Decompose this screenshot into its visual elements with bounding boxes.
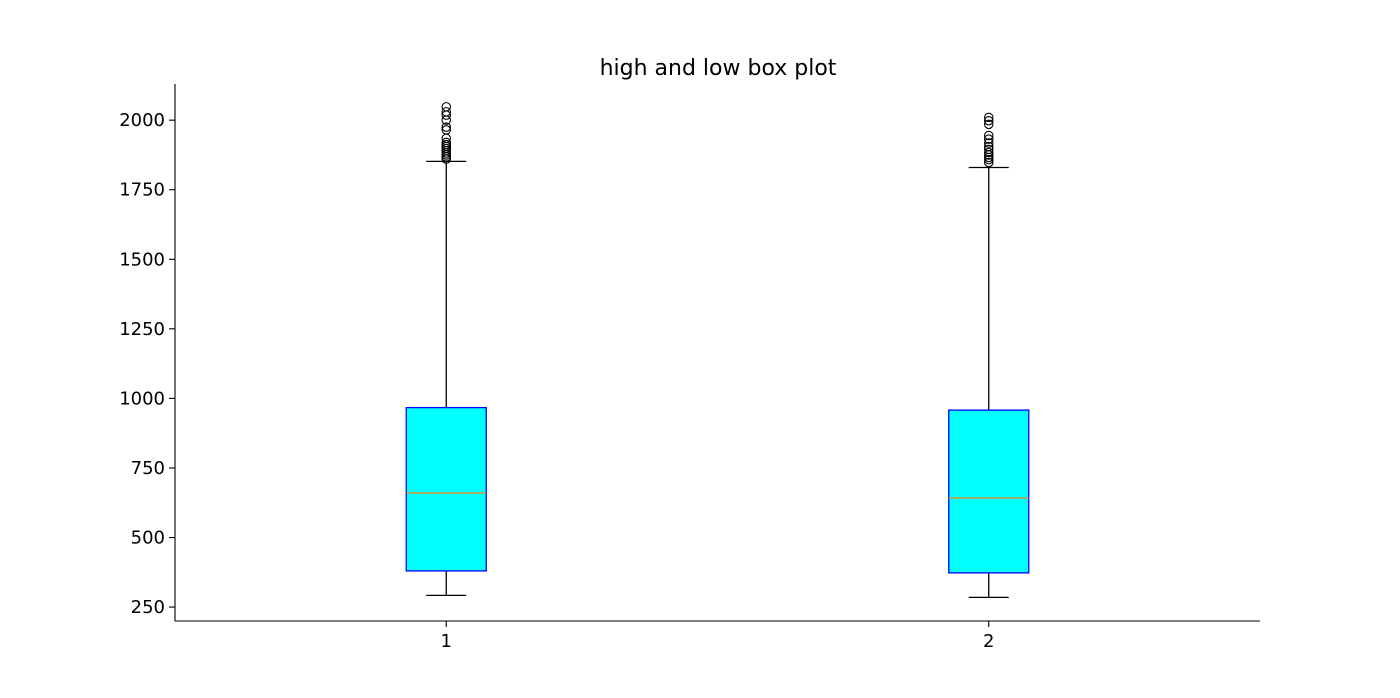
axes: 250 500 750 1000 1250 1500 1750 2000 1 2 xyxy=(119,84,1260,652)
iqr-box xyxy=(948,409,1030,574)
y-tick-label: 1250 xyxy=(119,319,165,340)
y-tick-label: 500 xyxy=(131,528,165,549)
outlier-point xyxy=(983,144,994,155)
chart-title: high and low box plot xyxy=(600,56,837,81)
outlier-point xyxy=(441,107,451,117)
outlier-point xyxy=(983,134,994,144)
outlier-point xyxy=(983,130,994,141)
iqr-box xyxy=(405,406,487,572)
outlier-point xyxy=(441,137,451,148)
outlier-point xyxy=(983,141,994,152)
outlier-point xyxy=(441,125,451,135)
y-tick-label: 1000 xyxy=(119,388,165,409)
y-tick-label: 1750 xyxy=(119,180,165,201)
outlier-point xyxy=(983,157,994,168)
outlier-point xyxy=(441,122,451,132)
outlier-point xyxy=(983,115,994,126)
outlier-point xyxy=(983,147,994,158)
y-tick-label: 250 xyxy=(131,597,165,618)
outlier-point xyxy=(983,154,994,165)
y-tick-label: 1500 xyxy=(119,249,165,270)
outlier-point xyxy=(983,138,994,148)
outlier-point xyxy=(983,119,994,130)
box-group-1 xyxy=(405,102,487,597)
y-tick-label: 750 xyxy=(131,458,165,479)
y-tick-label: 2000 xyxy=(119,110,165,131)
outlier-point xyxy=(441,102,451,112)
x-tick-label: 2 xyxy=(983,631,994,652)
outlier-point xyxy=(441,139,451,150)
outlier-point xyxy=(983,112,994,123)
box-group-2 xyxy=(948,112,1030,598)
x-tick-label: 1 xyxy=(441,631,452,652)
box-marks xyxy=(405,102,1030,598)
